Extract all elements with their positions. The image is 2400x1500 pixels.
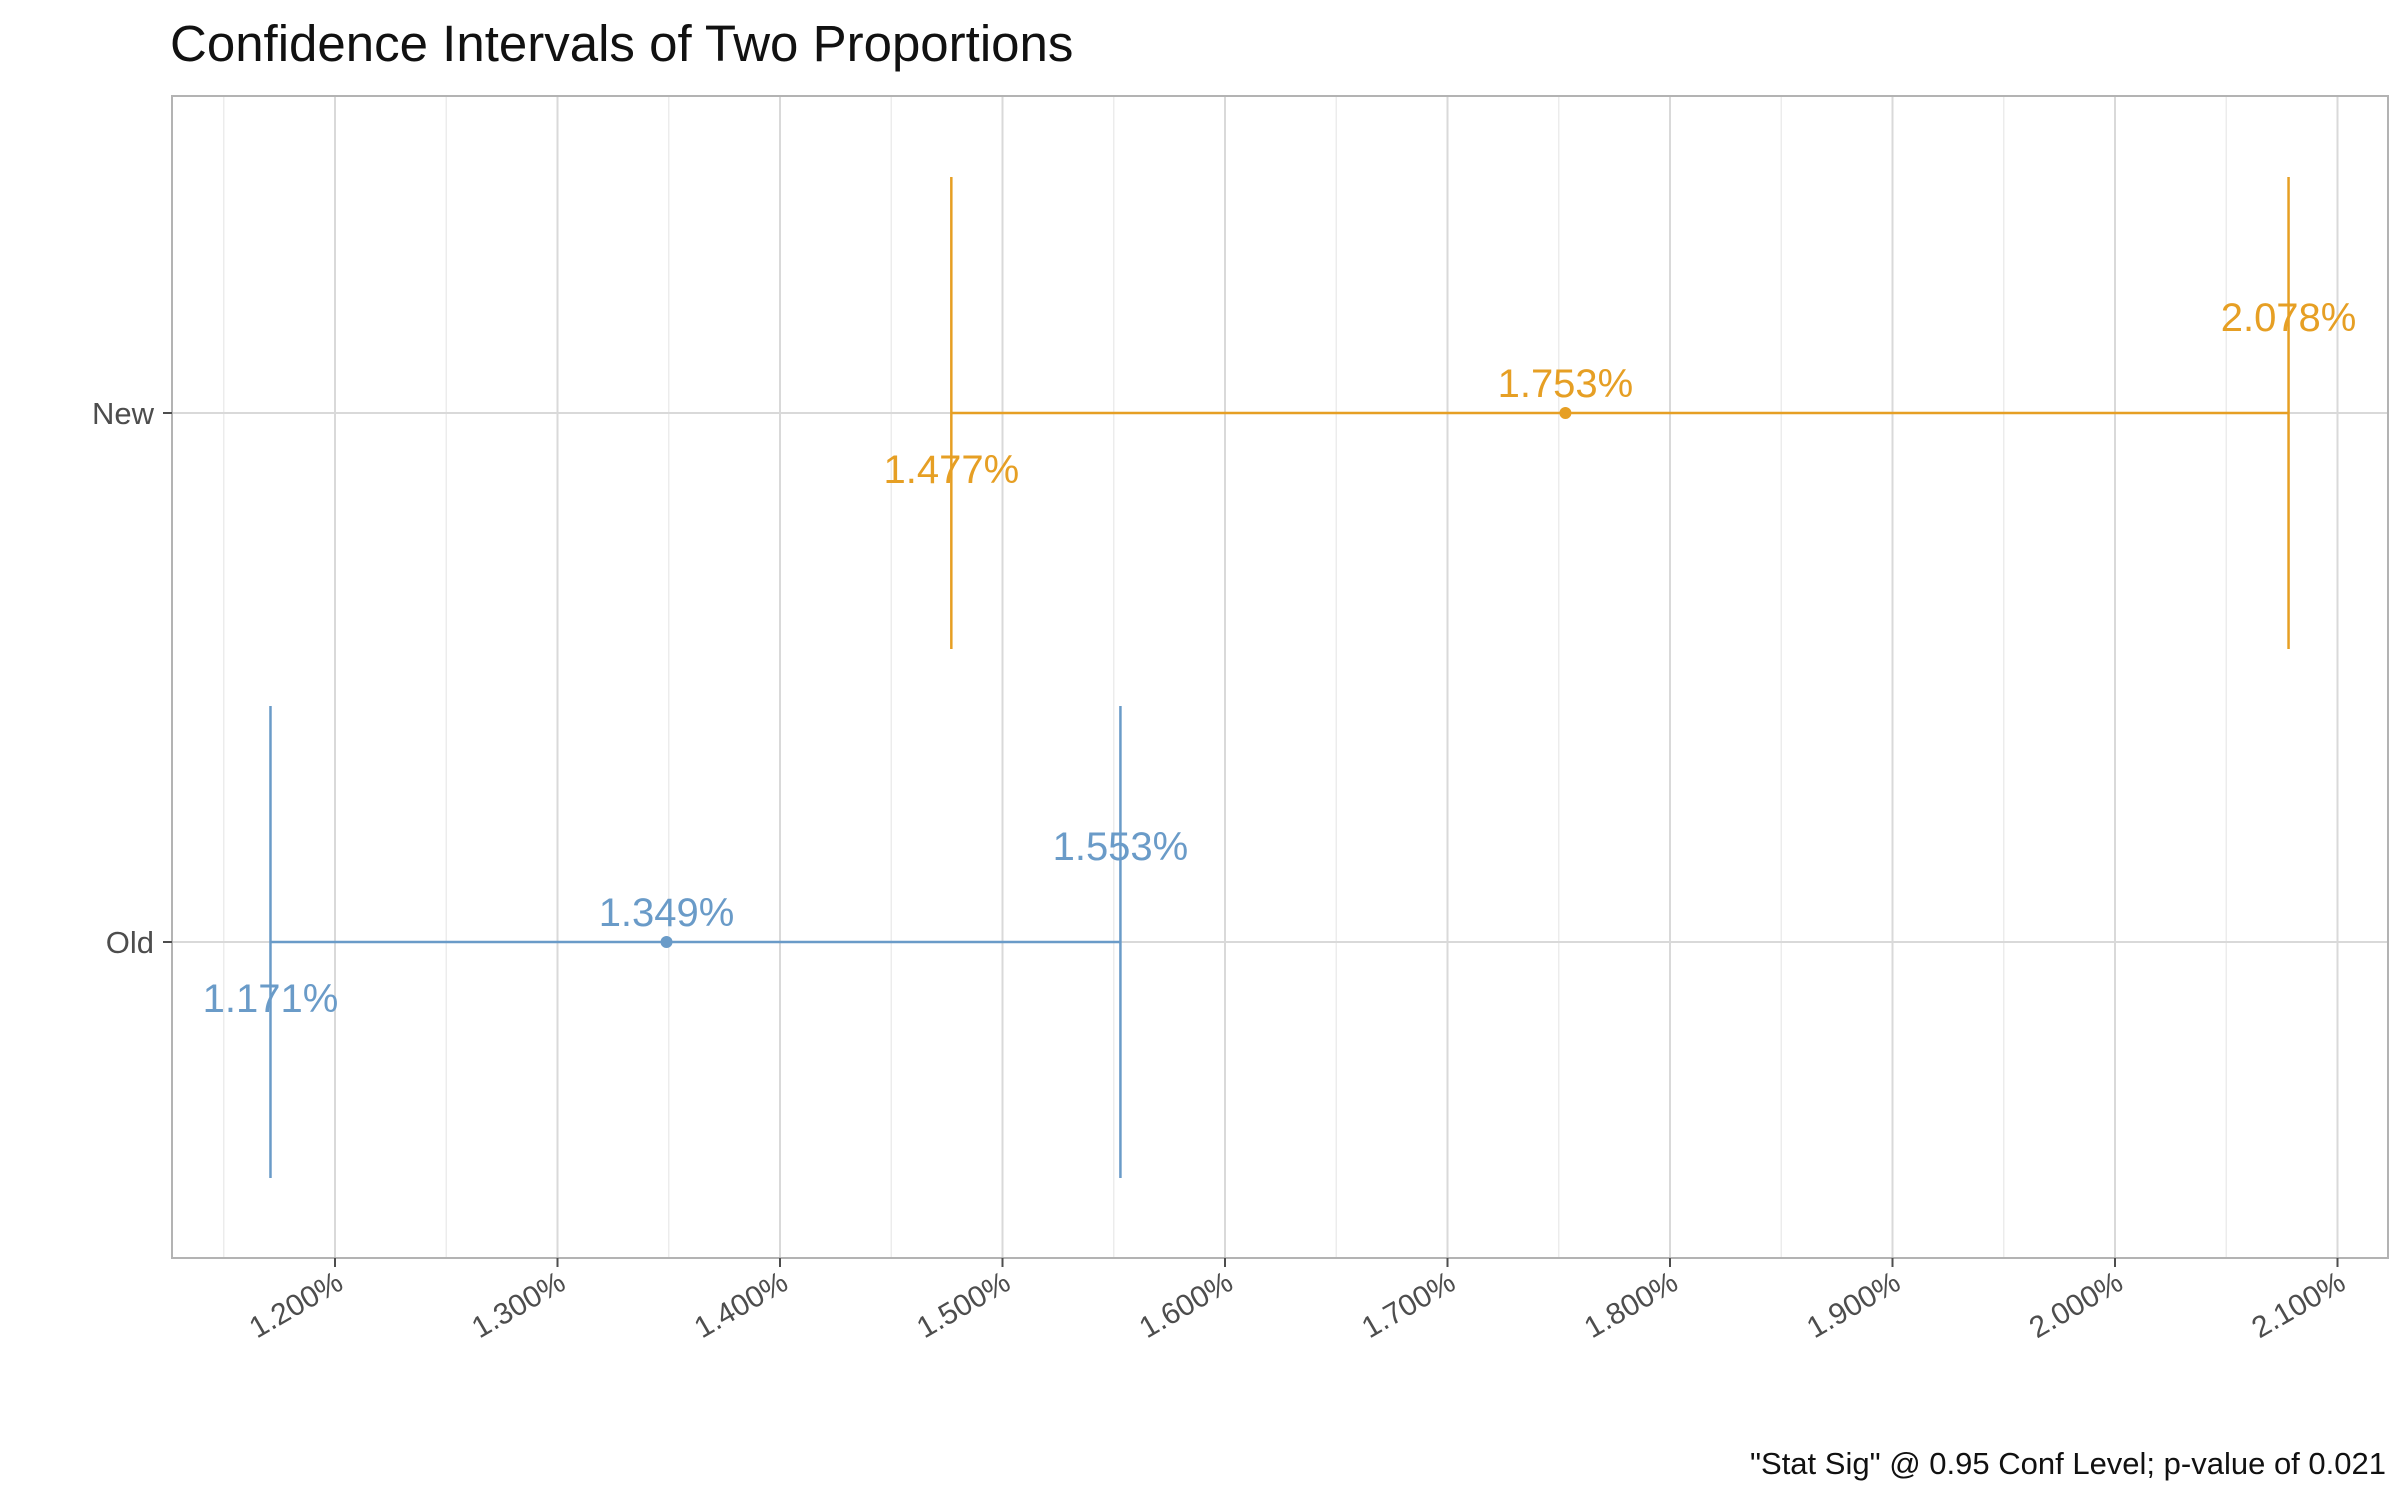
estimate-label: 1.753% xyxy=(1498,362,1634,406)
x-tick-label: 2.000% xyxy=(2024,1265,2129,1344)
chart-title: Confidence Intervals of Two Proportions xyxy=(170,15,1074,72)
y-tick-label: New xyxy=(92,396,155,431)
upper-label: 2.078% xyxy=(2221,296,2357,340)
x-tick-label: 1.200% xyxy=(244,1265,349,1344)
x-tick-label: 1.500% xyxy=(911,1265,1016,1344)
chart-caption: "Stat Sig" @ 0.95 Conf Level; p-value of… xyxy=(1750,1446,2386,1481)
grid-layer xyxy=(172,96,2388,1258)
x-tick-label: 1.900% xyxy=(1801,1265,1906,1344)
interval-new: 1.477% 1.753% 2.078% xyxy=(883,177,2356,649)
marks-layer: 1.477% 1.753% 2.078% 1.171% 1.349% 1.553% xyxy=(203,177,2356,1178)
upper-label: 1.553% xyxy=(1053,825,1189,869)
estimate-label: 1.349% xyxy=(599,891,735,935)
y-tick-label: Old xyxy=(106,925,154,960)
lower-label: 1.477% xyxy=(883,448,1019,492)
axis-layer: 1.200% 1.300% 1.400% 1.500% 1.600% 1.700% 1.80… xyxy=(92,396,2351,1345)
x-tick-label: 1.700% xyxy=(1356,1265,1461,1344)
x-tick-label: 1.600% xyxy=(1134,1265,1239,1344)
x-tick-label: 2.100% xyxy=(2246,1265,2351,1344)
estimate-point xyxy=(1559,407,1572,419)
x-tick-label: 1.300% xyxy=(466,1265,571,1344)
x-tick-label: 1.800% xyxy=(1579,1265,1684,1344)
x-tick-label: 1.400% xyxy=(689,1265,794,1344)
lower-label: 1.171% xyxy=(203,977,339,1021)
estimate-point xyxy=(660,936,673,948)
interval-old: 1.171% 1.349% 1.553% xyxy=(203,706,1189,1178)
plot-panel-border xyxy=(171,95,2389,1259)
